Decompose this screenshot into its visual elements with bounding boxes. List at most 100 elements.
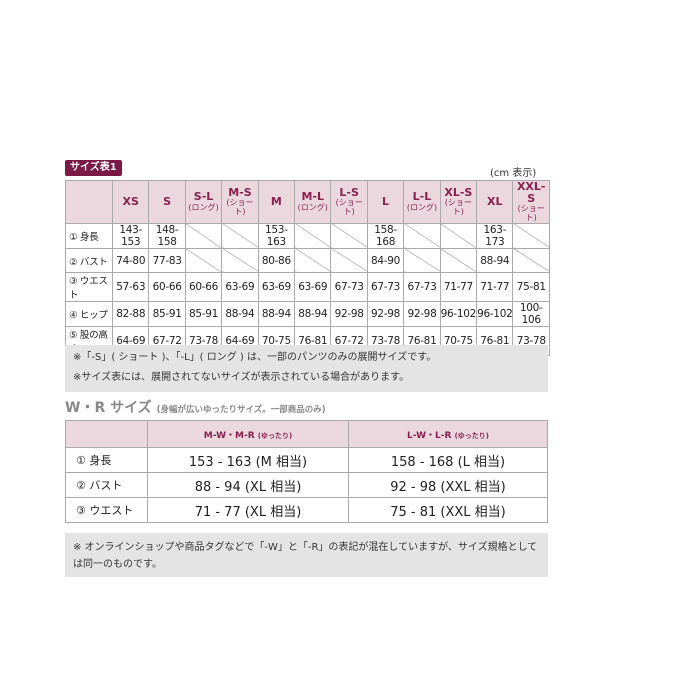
value-cell: 148-158 [148,222,186,249]
not-available-cell [221,247,259,274]
size-subtitle: (ショート) [517,204,545,222]
size-subtitle: (ショート) [335,198,363,216]
value-cell: 85-91 [184,301,223,328]
value-cell: 163-173 [476,222,514,249]
size-header: M-L (ロング) [294,180,332,224]
not-available-cell [403,222,441,249]
value-cell: 71-77 [439,272,478,303]
value-cell: 153-163 [257,222,296,249]
value-cell: 60-66 [148,272,186,303]
value-cell: 57-63 [111,272,150,303]
value-cell: 158 - 168 (L 相当) [348,447,548,473]
header-corner [65,420,148,448]
note-line: ※サイズ表には、展開されてないサイズが表示されている場合があります。 [73,372,410,383]
value-cell: 88-94 [294,301,332,328]
not-available-cell [439,247,478,274]
size-subtitle: (ロング) [297,202,328,212]
value-cell: 158-168 [366,222,405,249]
size-header: S-L (ロング) [184,180,223,224]
not-available-cell [294,247,332,274]
size-subtitle: (ゆったり) [454,431,489,440]
size-name: M-L [301,190,324,204]
size-header: XL [476,180,514,224]
size-header: XXL-S (ショート) [512,180,550,224]
table-row: ③ ウエスト 57-63 60-66 60-66 63-69 63-69 63-69 67-7… [65,272,550,303]
value-cell: 85-91 [148,301,186,328]
value-cell: 88-94 [221,301,259,328]
size-name: M [270,194,282,208]
wr-subtitle: (身幅が広いゆったりサイズ。一部商品のみ) [156,405,326,415]
value-cell: 153 - 163 (M 相当) [147,447,349,473]
size-header: L-S (ショート) [330,180,368,224]
not-available-cell [330,222,368,249]
wr-size-table: M-W・M-R (ゆったり) L-W・L-R (ゆったり) ① 身長 153 - 16… [65,420,548,523]
value-cell: 67-73 [366,272,405,303]
value-cell: 71 - 77 (XL 相当) [147,497,349,523]
value-cell: 63-69 [221,272,259,303]
size-table-1: XS S S-L (ロング) M-S (ショート) M M-L (ロング) L-S (ショー… [65,180,550,357]
size-subtitle: (ショート) [226,198,254,216]
wr-title: W・R サイズ [65,400,152,416]
size-name: L-S [339,186,359,200]
value-cell: 143-153 [111,222,150,249]
value-cell: 88 - 94 (XL 相当) [147,472,349,498]
not-available-cell [512,222,550,249]
size-name: S [163,194,172,208]
value-cell: 74-80 [111,247,150,274]
value-cell: 82-88 [111,301,150,328]
value-cell: 92-98 [330,301,368,328]
unit-label: (cm 表示) [490,168,537,179]
not-available-cell [512,247,550,274]
value-cell: 75-81 [512,272,550,303]
size-subtitle: (ロング) [188,202,219,212]
table-row: ② バスト 88 - 94 (XL 相当) 92 - 98 (XXL 相当) [65,472,548,498]
size-name: XXL-S [516,180,546,206]
value-cell: 77-83 [148,247,186,274]
table-row: ② バスト 74-80 77-83 80-86 84-90 88-94 [65,247,550,274]
note-1: ※「-S」( ショート )、「-L」( ロング ) は、一部のパンツのみの展開サ… [65,345,548,392]
not-available-cell [439,222,478,249]
note-2: ※ オンラインショップや商品タグなどで「-W」と「-R」の表記が混在していますが… [65,533,548,577]
row-label: ① 身長 [65,447,148,473]
row-label: ③ ウエスト [65,272,113,303]
value-cell: 88-94 [476,247,514,274]
size-name: M-W・M-R [203,430,255,441]
table-row: ③ ウエスト 71 - 77 (XL 相当) 75 - 81 (XXL 相当) [65,497,548,523]
size-header: L-W・L-R (ゆったり) [348,420,548,448]
row-label: ② バスト [65,247,113,274]
table-row: ④ ヒップ 82-88 85-91 85-91 88-94 88-94 88-94 92-98… [65,301,550,328]
value-cell: 67-73 [330,272,368,303]
row-label: ② バスト [65,472,148,498]
value-cell: 100-106 [512,301,550,328]
header-corner [65,180,113,224]
value-cell: 92-98 [403,301,441,328]
value-cell: 75 - 81 (XXL 相当) [348,497,548,523]
size-name: L-L [412,190,432,204]
row-label: ④ ヒップ [65,301,113,328]
value-cell: 92-98 [366,301,405,328]
not-available-cell [221,222,259,249]
size-subtitle: (ショート) [444,198,472,216]
size-table-badge: サイズ表1 [65,160,122,176]
row-label: ③ ウエスト [65,497,148,523]
size-header: L [366,180,405,224]
size-header: S [148,180,186,224]
value-cell: 96-102 [439,301,478,328]
table-row: ⑤ 股の高さ64-6967-7273-7864-6970-7576-8167-7… [65,326,550,357]
size-header: L-L (ロング) [403,180,441,224]
table-row: ① 身長 143-153 148-158 153-163 158-168 163-173 [65,222,550,249]
size-subtitle: (ゆったり) [257,431,293,440]
size-subtitle: (ロング) [406,202,438,212]
not-available-cell [184,247,223,274]
size-header: XS [111,180,150,224]
value-cell: 63-69 [257,272,296,303]
value-cell: 92 - 98 (XXL 相当) [348,472,548,498]
size-name: S-L [193,190,214,204]
value-cell: 63-69 [294,272,332,303]
size-header: M [257,180,296,224]
value-cell: 96-102 [476,301,514,328]
row-label: ① 身長 [65,222,113,249]
not-available-cell [184,222,223,249]
table-row: ① 身長 153 - 163 (M 相当) 158 - 168 (L 相当) [65,447,548,473]
wr-size-title: W・R サイズ (身幅が広いゆったりサイズ。一部商品のみ) [65,397,326,417]
